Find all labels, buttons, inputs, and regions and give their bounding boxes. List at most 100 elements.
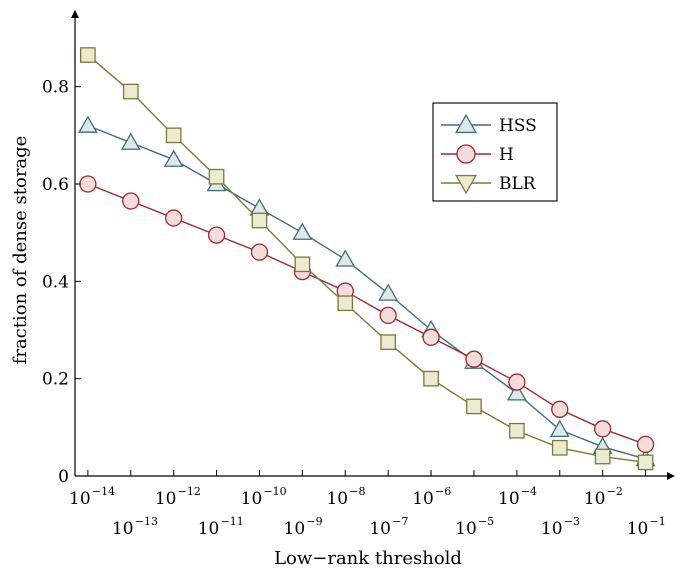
x-tick-label: 10 −11 <box>198 515 244 539</box>
svg-text:−11: −11 <box>221 515 244 528</box>
y-tick-label: 0.8 <box>42 78 69 98</box>
y-tick-label: 0.4 <box>42 272 69 292</box>
data-point <box>294 256 311 273</box>
data-point <box>509 422 525 439</box>
y-tick-label: 0.2 <box>42 370 69 390</box>
svg-text:10: 10 <box>412 489 434 509</box>
data-point <box>77 115 98 133</box>
svg-text:10: 10 <box>455 519 477 539</box>
svg-text:−1: −1 <box>650 515 666 528</box>
y-axis-label: fraction of dense storage <box>10 136 31 365</box>
x-tick-label: 10 −1 <box>627 515 666 539</box>
data-point <box>378 283 399 301</box>
data-point <box>165 209 183 227</box>
svg-text:−7: −7 <box>392 515 408 528</box>
x-tick-label: 10 −10 <box>241 485 287 509</box>
svg-text:−5: −5 <box>478 515 494 528</box>
svg-text:10: 10 <box>326 489 348 509</box>
data-point <box>423 370 439 387</box>
data-point <box>551 439 568 456</box>
svg-text:10: 10 <box>627 519 649 539</box>
legend-entry-blr: BLR <box>441 174 537 195</box>
svg-text:−4: −4 <box>521 485 537 498</box>
x-tick-label: 10 −14 <box>69 485 115 509</box>
data-point <box>80 47 96 63</box>
legend-marker <box>454 174 478 195</box>
legend-marker <box>456 144 476 164</box>
data-point <box>249 198 270 216</box>
data-point <box>379 306 397 325</box>
svg-text:−14: −14 <box>92 485 115 498</box>
y-axis-arrow <box>71 10 79 18</box>
legend-label: H <box>499 145 514 165</box>
legend-entry-hss: HSS <box>441 113 537 136</box>
data-point <box>465 350 483 368</box>
series-h <box>79 175 655 454</box>
data-point <box>636 435 655 454</box>
x-tick-label: 10 −7 <box>369 515 408 539</box>
data-point <box>335 249 356 267</box>
data-point <box>165 127 182 144</box>
svg-text:10: 10 <box>584 489 606 509</box>
legend-entry-h: H <box>441 144 514 165</box>
ticks-layer: 00.20.40.60.810 −14 10 −12 10 −10 10 −8 10 −6 10 −4… <box>42 78 666 539</box>
x-tick-label: 10 −4 <box>498 485 537 509</box>
x-tick-label: 10 −12 <box>155 485 201 509</box>
x-axis-label: Low−rank threshold <box>274 548 462 569</box>
svg-text:−8: −8 <box>349 485 365 498</box>
x-tick-label: 10 −6 <box>412 485 451 509</box>
legend-marker <box>454 113 478 134</box>
data-point <box>251 212 268 229</box>
svg-text:10: 10 <box>369 519 391 539</box>
data-point <box>122 192 140 210</box>
data-point <box>207 226 226 244</box>
x-tick-label: 10 −3 <box>541 515 580 539</box>
data-point <box>594 448 611 465</box>
data-point <box>422 328 440 346</box>
data-point <box>163 149 184 167</box>
svg-text:10: 10 <box>541 519 563 539</box>
data-point <box>208 168 225 185</box>
data-point <box>337 295 354 312</box>
svg-text:−6: −6 <box>435 485 451 498</box>
svg-text:10: 10 <box>498 489 520 509</box>
data-point <box>122 83 139 100</box>
data-point <box>549 419 570 438</box>
data-point <box>380 334 397 351</box>
svg-text:−3: −3 <box>564 515 580 528</box>
svg-text:−13: −13 <box>135 515 158 528</box>
svg-text:10: 10 <box>198 519 220 539</box>
svg-text:−9: −9 <box>306 515 322 528</box>
data-point <box>594 420 612 438</box>
data-point <box>292 222 313 240</box>
x-tick-label: 10 −8 <box>326 485 365 509</box>
x-axis-arrow <box>667 472 675 480</box>
data-point <box>79 175 97 193</box>
data-point <box>466 398 482 415</box>
svg-text:10: 10 <box>112 519 134 539</box>
legend-label: BLR <box>499 174 537 194</box>
legend-label: HSS <box>499 116 537 136</box>
series-layer <box>77 47 656 471</box>
data-point <box>637 454 654 471</box>
x-tick-label: 10 −5 <box>455 515 494 539</box>
x-tick-label: 10 −9 <box>284 515 323 539</box>
data-point <box>551 400 569 418</box>
data-point <box>508 373 526 391</box>
data-point <box>506 383 527 401</box>
svg-text:10: 10 <box>69 489 91 509</box>
data-point <box>250 243 269 261</box>
y-tick-label: 0 <box>58 467 69 487</box>
series-blr <box>80 47 654 471</box>
svg-text:−2: −2 <box>607 485 623 498</box>
x-tick-label: 10 −2 <box>584 485 623 509</box>
svg-text:10: 10 <box>155 489 177 509</box>
data-point <box>120 132 141 150</box>
svg-text:−10: −10 <box>263 485 286 498</box>
y-tick-label: 0.6 <box>42 175 69 195</box>
svg-text:10: 10 <box>241 489 263 509</box>
svg-text:−12: −12 <box>178 485 201 498</box>
legend: HSS H BLR <box>432 102 558 202</box>
legend-box <box>432 102 558 202</box>
